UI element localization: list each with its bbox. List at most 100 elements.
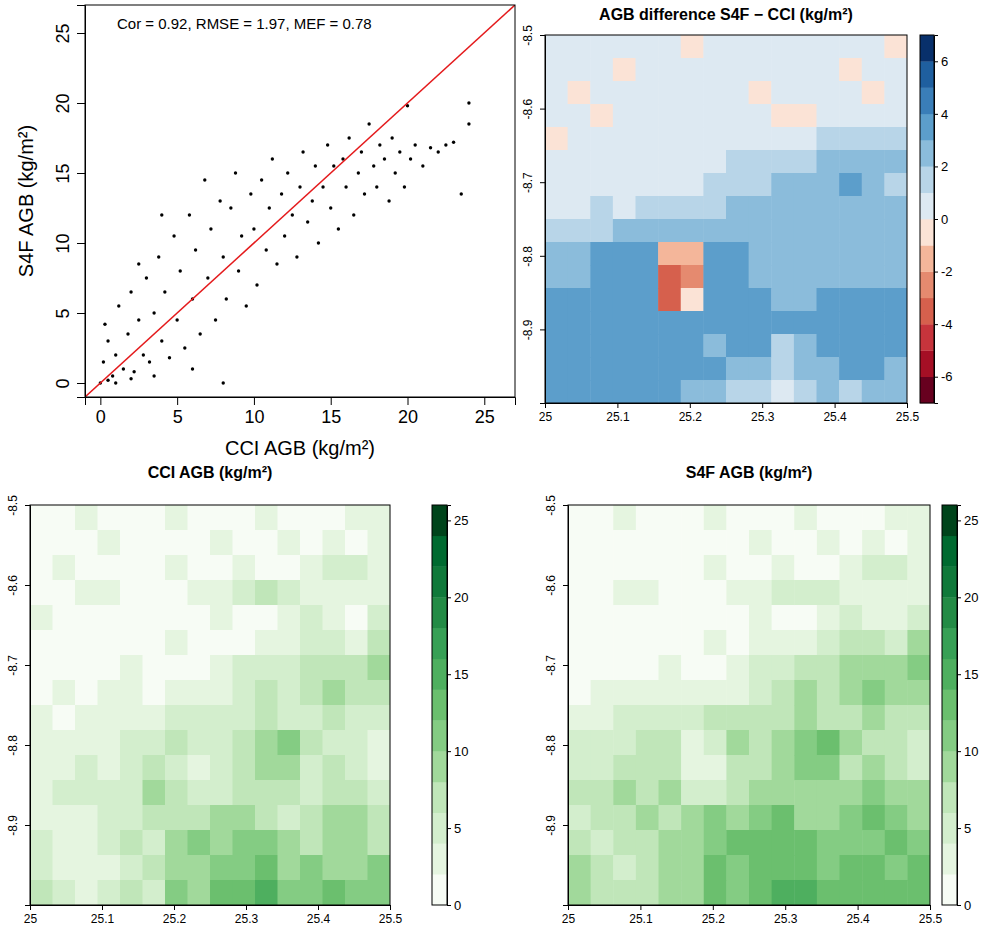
cell — [323, 755, 346, 781]
cell — [794, 530, 817, 556]
cell — [545, 127, 568, 151]
cell — [658, 81, 681, 105]
cell — [568, 288, 591, 312]
tick-mark — [25, 505, 30, 506]
cell — [210, 505, 233, 531]
cell — [817, 630, 840, 656]
tick: -8.5 — [544, 495, 568, 516]
cell — [817, 81, 840, 105]
cell — [681, 580, 704, 606]
cell — [681, 680, 704, 706]
tick: 5 — [173, 397, 183, 427]
cell — [658, 150, 681, 174]
cell — [772, 705, 795, 731]
tick: 25.2 — [163, 905, 187, 926]
cell — [590, 196, 613, 220]
point — [403, 185, 406, 188]
cell — [907, 655, 930, 681]
tick-mark — [640, 905, 641, 910]
cell — [143, 680, 166, 706]
cell — [772, 580, 795, 606]
colorbar-level — [942, 782, 957, 813]
cell — [862, 81, 885, 105]
cell — [704, 705, 727, 731]
cell — [681, 505, 704, 531]
colorbar-level — [432, 843, 447, 874]
point — [367, 122, 370, 125]
tick-mark — [25, 745, 30, 746]
point — [126, 332, 129, 335]
tick: 4 — [934, 107, 948, 122]
cell — [794, 705, 817, 731]
cell — [817, 150, 840, 174]
cell — [839, 81, 862, 105]
colorbar: 0510152025 — [942, 505, 978, 913]
cell — [862, 58, 885, 82]
cell — [568, 265, 591, 289]
cell — [817, 35, 840, 59]
point — [383, 157, 386, 160]
tick-label: -8.5 — [521, 25, 535, 46]
cell — [907, 780, 930, 806]
axis-line — [563, 506, 569, 906]
cell — [636, 805, 659, 831]
cell — [590, 81, 613, 105]
cell — [368, 630, 391, 656]
cell — [590, 104, 613, 128]
cell — [726, 705, 749, 731]
tick-mark — [957, 905, 961, 906]
tick-label: 25.3 — [774, 912, 798, 926]
cell — [568, 830, 591, 856]
cell — [817, 880, 840, 905]
cell — [658, 265, 681, 289]
cell — [75, 630, 98, 656]
cell — [568, 605, 591, 631]
tick-label: 25.2 — [163, 912, 187, 926]
cell — [794, 655, 817, 681]
cell — [345, 580, 368, 606]
cell — [368, 655, 391, 681]
cell — [323, 805, 346, 831]
axis: 0510152025 — [86, 397, 516, 427]
point — [111, 374, 114, 377]
cell — [368, 555, 391, 581]
cell — [726, 35, 749, 59]
cell — [165, 830, 188, 856]
cell — [817, 555, 840, 581]
cell — [749, 630, 772, 656]
cell — [53, 780, 76, 806]
point — [157, 255, 160, 258]
tick: -8.8 — [544, 735, 568, 756]
cell — [658, 35, 681, 59]
cell — [255, 680, 278, 706]
cell — [591, 805, 614, 831]
cell — [658, 58, 681, 82]
tick: 25 — [447, 513, 468, 528]
cell — [703, 173, 726, 197]
point — [172, 234, 175, 237]
cell — [568, 219, 591, 243]
cell — [636, 173, 659, 197]
cell — [590, 288, 613, 312]
tick-label: -8.9 — [544, 815, 558, 836]
cell — [345, 755, 368, 781]
cell — [98, 530, 121, 556]
cell — [613, 730, 636, 756]
cell — [188, 655, 211, 681]
cell — [255, 855, 278, 881]
colorbar-axis: 0510152025 — [957, 506, 978, 913]
point — [188, 213, 191, 216]
cell — [613, 780, 636, 806]
cell — [817, 288, 840, 312]
cell — [233, 530, 256, 556]
cell — [636, 655, 659, 681]
tick-mark — [934, 61, 938, 62]
cell — [862, 334, 885, 358]
cell — [613, 311, 636, 335]
cell — [794, 680, 817, 706]
cell — [817, 242, 840, 266]
cell — [30, 805, 53, 831]
cell — [862, 805, 885, 831]
tick-mark — [930, 905, 931, 910]
cell — [839, 219, 862, 243]
